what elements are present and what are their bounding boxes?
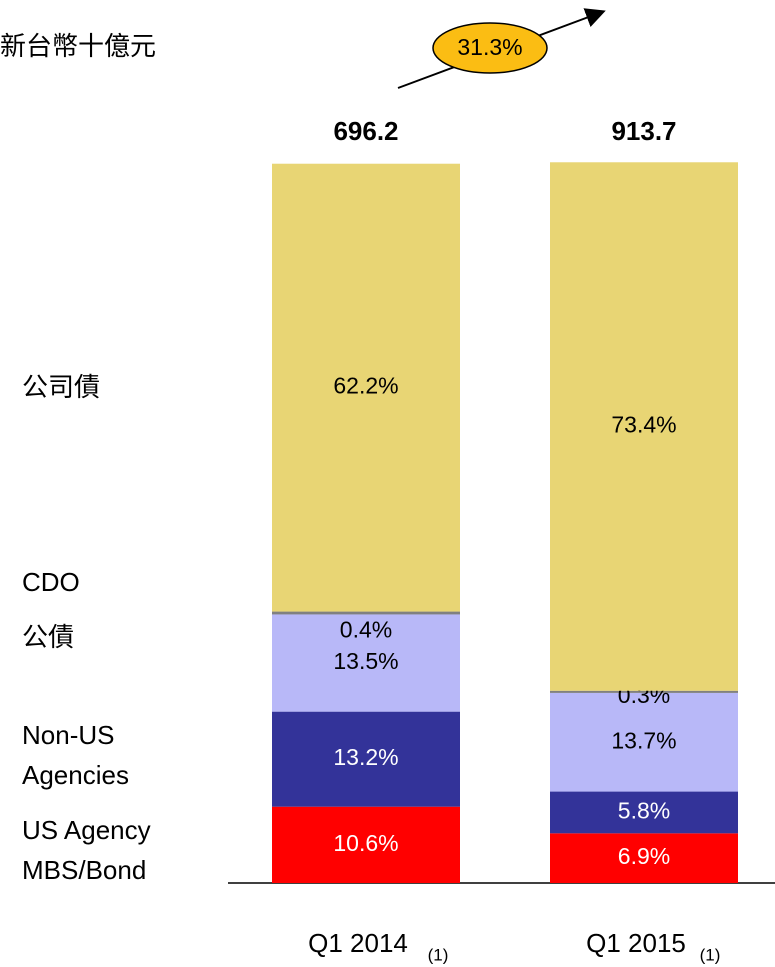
value-label: 5.8%	[618, 798, 670, 824]
value-label: 73.4%	[611, 412, 676, 438]
bar-segment	[272, 614, 460, 712]
value-label: 10.6%	[333, 830, 398, 856]
x-tick-note: (1)	[700, 945, 721, 964]
growth-label: 31.3%	[457, 34, 522, 60]
growth-bubble	[432, 22, 548, 74]
value-label: 13.5%	[333, 648, 398, 674]
bar-segment	[272, 611, 460, 615]
bar-segment	[272, 806, 460, 883]
legend-label: CDO	[22, 567, 80, 597]
x-tick-label: Q1 2015	[586, 928, 686, 958]
legend-label: 公債	[22, 622, 75, 652]
total-label: 696.2	[333, 116, 398, 146]
legend-label: US Agency MBS/Bond	[22, 815, 151, 885]
legend-label: 公司債	[22, 372, 101, 402]
value-label: 13.7%	[611, 727, 676, 753]
bar-segment	[272, 163, 460, 612]
x-tick-note: (1)	[428, 945, 449, 964]
value-label: 13.2%	[333, 744, 398, 770]
x-tick-label: Q1 2014	[308, 928, 408, 958]
value-label: 62.2%	[333, 373, 398, 399]
total-label: 913.7	[611, 116, 676, 146]
unit-label: 新台幣十億元	[0, 32, 156, 62]
bar-segment	[550, 692, 738, 792]
value-label: 0.4%	[340, 617, 392, 643]
bar-segment	[550, 833, 738, 883]
bar-segment	[550, 791, 738, 834]
bar-segment	[272, 711, 460, 807]
legend-label: Non-US Agencies	[22, 720, 129, 790]
bar-segment	[550, 162, 738, 691]
value-label: 6.9%	[618, 843, 670, 869]
bar-segment	[550, 690, 738, 693]
